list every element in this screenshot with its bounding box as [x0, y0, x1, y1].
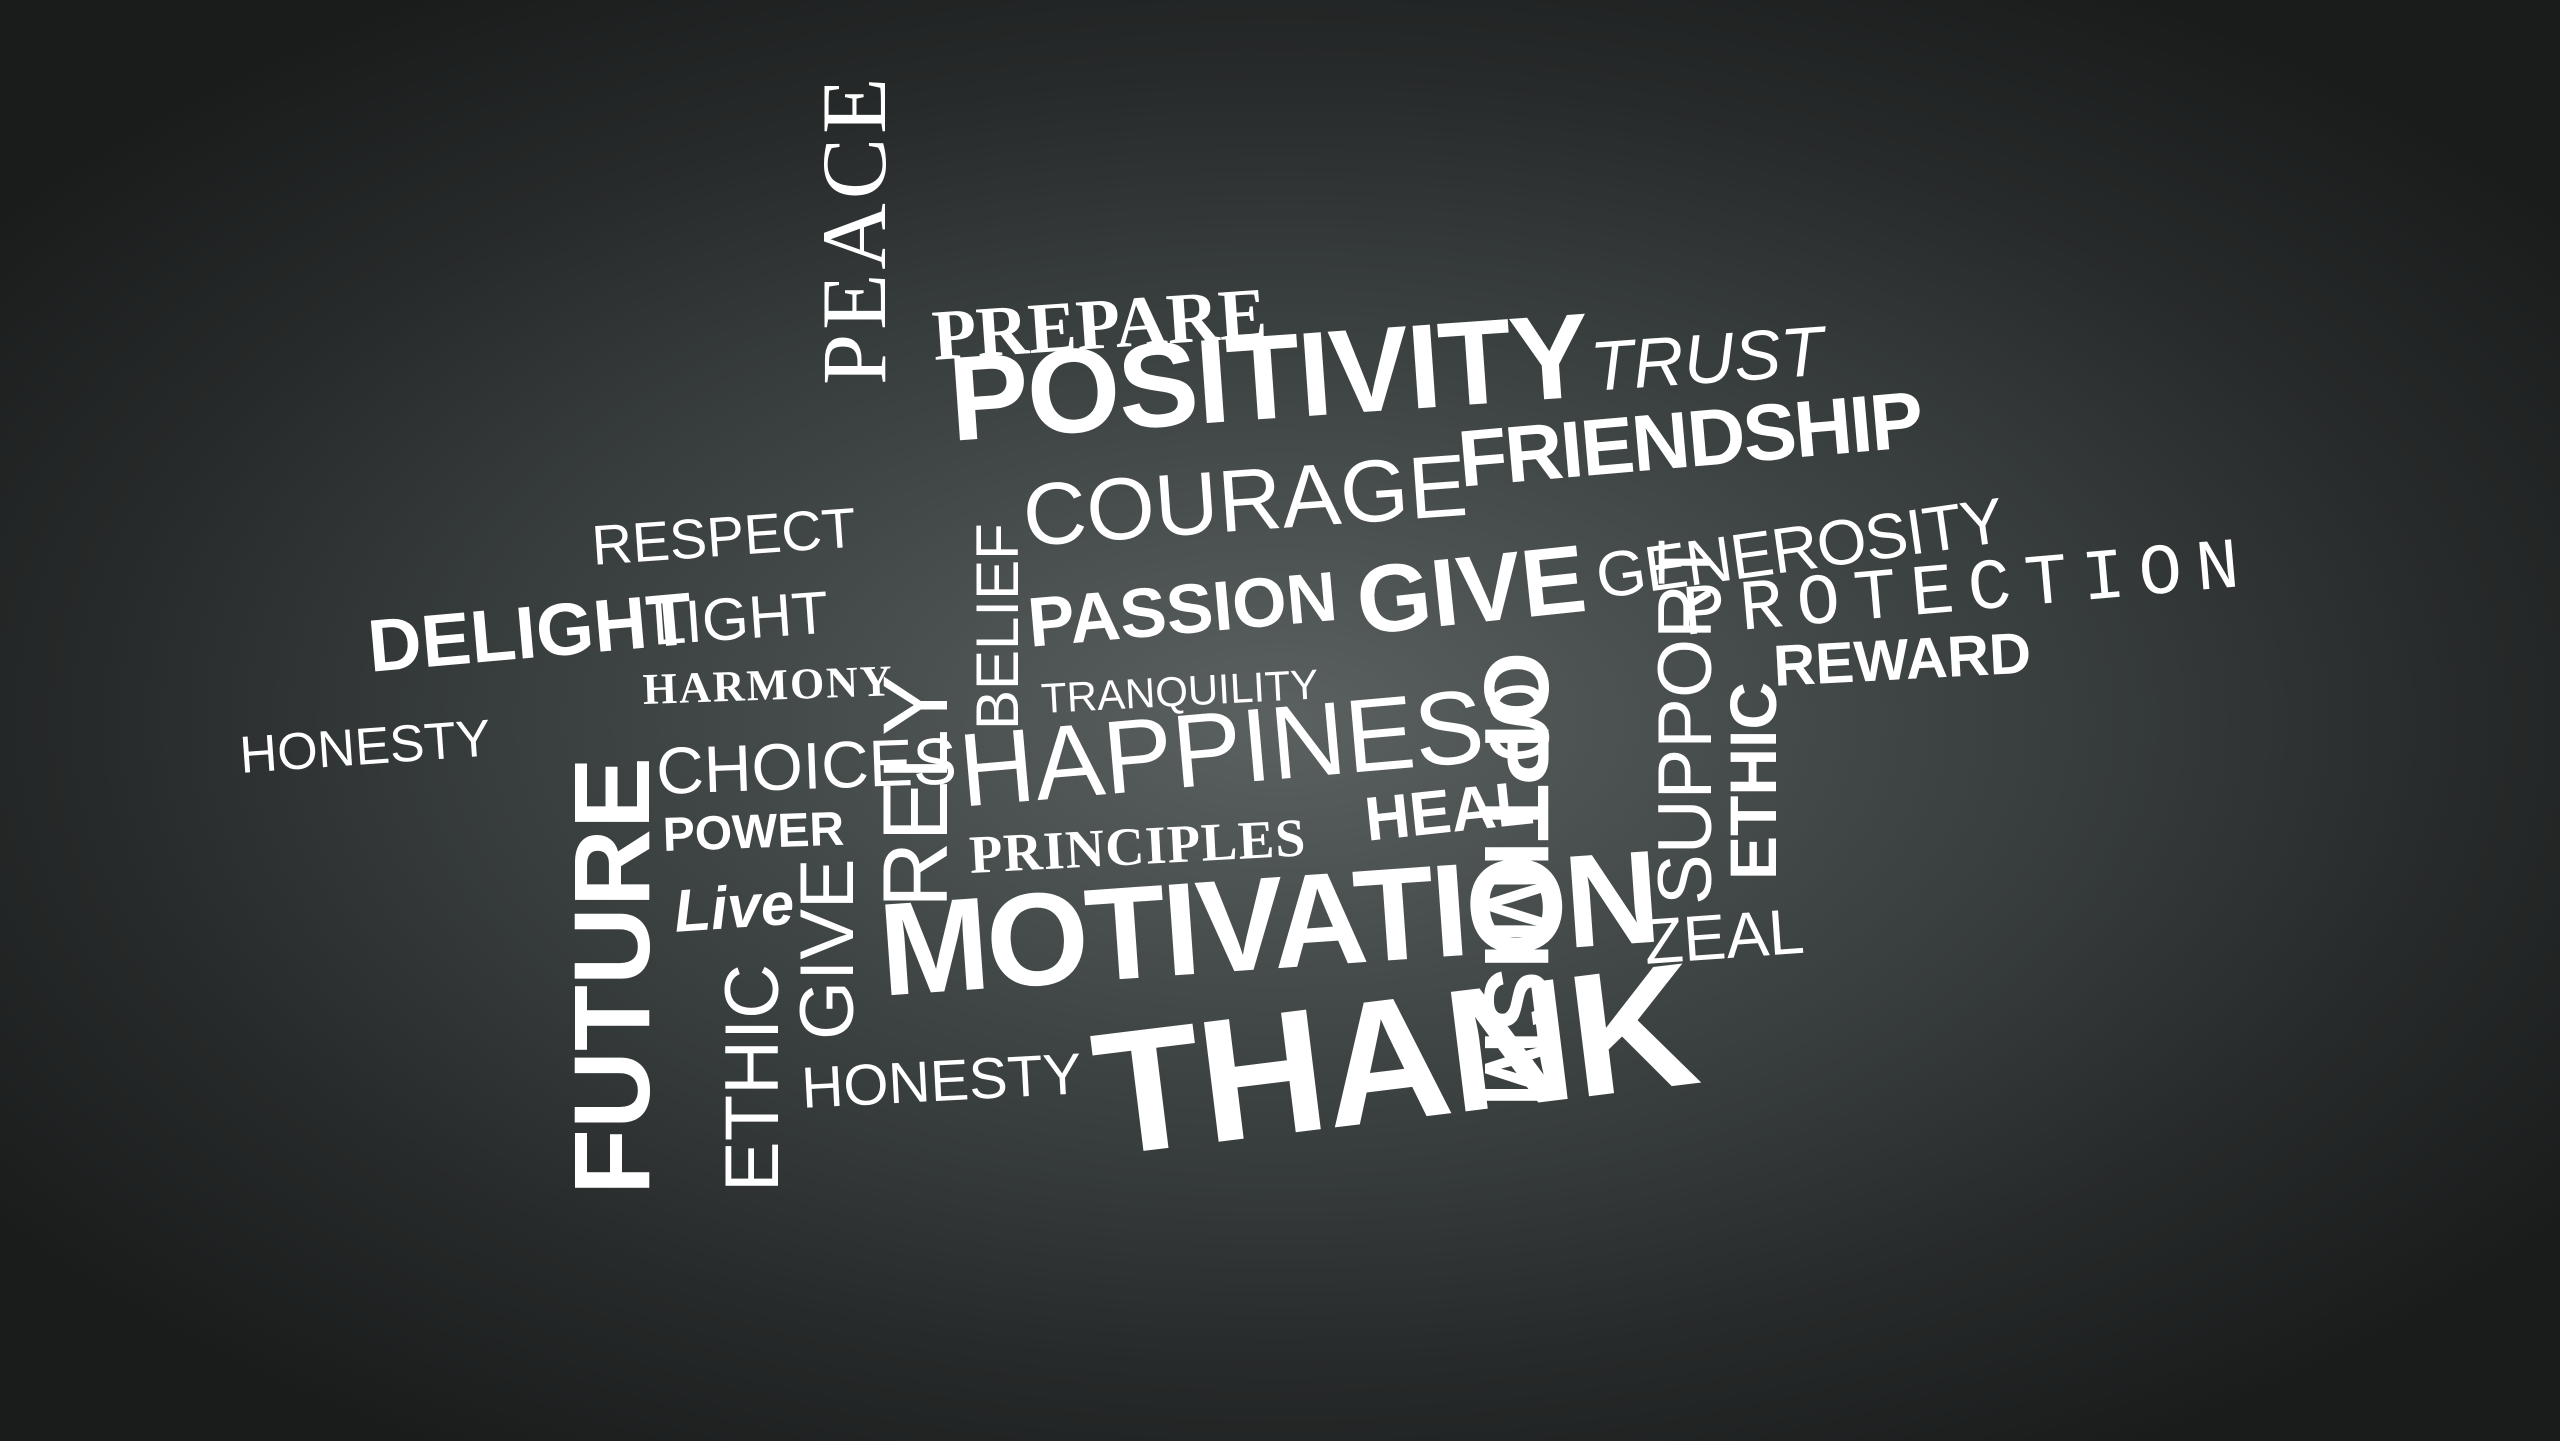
word-light: LIGHT	[649, 578, 831, 658]
word-power: POWER	[661, 802, 845, 862]
word-future: FUTURE	[551, 757, 672, 1195]
word-live: Live	[671, 869, 797, 945]
word-courage: COURAGE	[1019, 434, 1471, 565]
word-give-left: GIVE	[785, 858, 870, 1040]
word-honesty-left: HONESTY	[237, 709, 493, 785]
word-give-top: GIVE	[1351, 525, 1591, 656]
word-belief: BELIEF	[964, 523, 1031, 730]
word-ethic-right: ETHIC	[1716, 682, 1790, 880]
word-passion: PASSION	[1024, 557, 1341, 662]
word-harmony: HARMONY	[641, 656, 895, 714]
word-support: SUPPORT	[1643, 538, 1728, 905]
word-honesty-bottom: HONESTY	[799, 1041, 1084, 1121]
word-reward: REWARD	[1771, 620, 2033, 699]
word-respect: RESPECT	[589, 495, 858, 577]
word-peace: PEACE	[803, 73, 905, 385]
word-ethic-left: ETHIC	[710, 964, 795, 1192]
